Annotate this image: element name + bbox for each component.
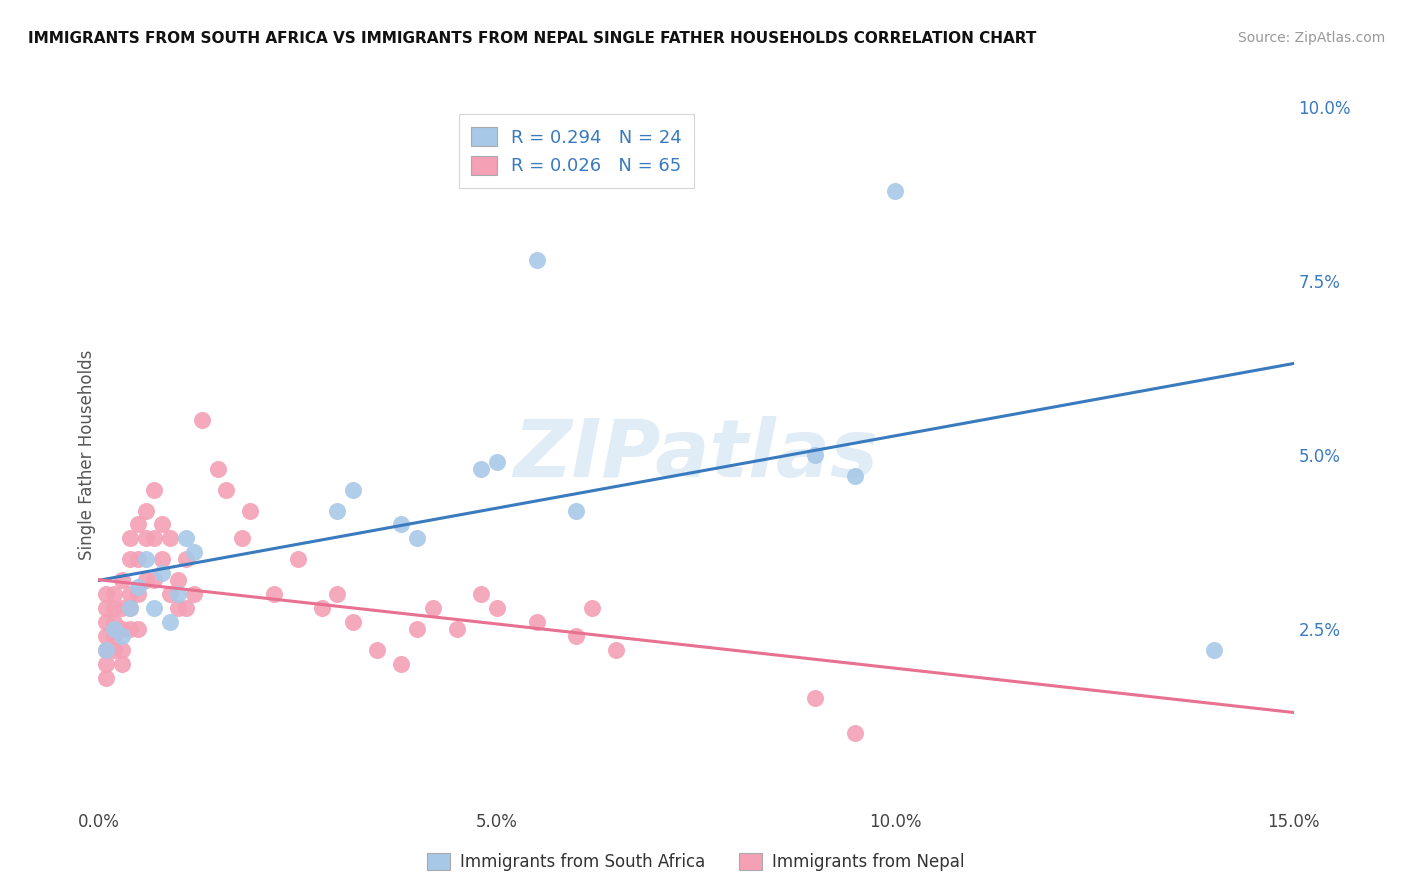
Point bbox=[135, 532, 157, 546]
Point bbox=[263, 587, 285, 601]
Point bbox=[446, 622, 468, 636]
Point bbox=[143, 573, 166, 587]
Point bbox=[159, 532, 181, 546]
Point bbox=[135, 573, 157, 587]
Point bbox=[96, 657, 118, 671]
Point bbox=[422, 601, 444, 615]
Point bbox=[127, 622, 149, 636]
Point bbox=[96, 615, 118, 629]
Point bbox=[103, 622, 125, 636]
Point bbox=[191, 413, 214, 427]
Point bbox=[605, 642, 627, 657]
Point bbox=[1202, 642, 1225, 657]
Point bbox=[326, 587, 349, 601]
Text: Source: ZipAtlas.com: Source: ZipAtlas.com bbox=[1237, 31, 1385, 45]
Point bbox=[174, 601, 197, 615]
Point bbox=[111, 573, 134, 587]
Point bbox=[526, 253, 548, 268]
Point bbox=[96, 629, 118, 643]
Point bbox=[96, 642, 118, 657]
Point bbox=[150, 517, 173, 532]
Point bbox=[111, 601, 134, 615]
Point bbox=[120, 601, 142, 615]
Point bbox=[120, 587, 142, 601]
Point bbox=[844, 726, 866, 740]
Point bbox=[342, 615, 364, 629]
Point bbox=[389, 657, 412, 671]
Point bbox=[120, 622, 142, 636]
Point bbox=[111, 642, 134, 657]
Point bbox=[143, 532, 166, 546]
Point bbox=[470, 587, 492, 601]
Point bbox=[96, 671, 118, 685]
Point bbox=[239, 503, 262, 517]
Point bbox=[111, 657, 134, 671]
Point bbox=[804, 448, 827, 462]
Point bbox=[103, 622, 125, 636]
Point bbox=[174, 532, 197, 546]
Point bbox=[526, 615, 548, 629]
Point bbox=[406, 622, 429, 636]
Point bbox=[389, 517, 412, 532]
Point bbox=[127, 587, 149, 601]
Point bbox=[103, 601, 125, 615]
Point bbox=[103, 642, 125, 657]
Point bbox=[111, 622, 134, 636]
Point bbox=[103, 615, 125, 629]
Point bbox=[884, 184, 907, 198]
Point bbox=[485, 601, 508, 615]
Point bbox=[485, 455, 508, 469]
Point bbox=[96, 601, 118, 615]
Point bbox=[120, 552, 142, 566]
Point bbox=[581, 601, 603, 615]
Point bbox=[167, 587, 190, 601]
Text: ZIPatlas: ZIPatlas bbox=[513, 416, 879, 494]
Point bbox=[143, 601, 166, 615]
Y-axis label: Single Father Households: Single Father Households bbox=[79, 350, 96, 560]
Point bbox=[103, 629, 125, 643]
Point bbox=[120, 601, 142, 615]
Legend: Immigrants from South Africa, Immigrants from Nepal: Immigrants from South Africa, Immigrants… bbox=[420, 847, 972, 878]
Point bbox=[96, 642, 118, 657]
Point bbox=[207, 462, 229, 476]
Point bbox=[150, 566, 173, 581]
Point bbox=[120, 532, 142, 546]
Point bbox=[159, 587, 181, 601]
Point bbox=[406, 532, 429, 546]
Point bbox=[183, 545, 205, 559]
Point bbox=[167, 601, 190, 615]
Point bbox=[167, 573, 190, 587]
Point bbox=[127, 552, 149, 566]
Point bbox=[159, 615, 181, 629]
Point bbox=[150, 552, 173, 566]
Point bbox=[844, 468, 866, 483]
Point bbox=[231, 532, 253, 546]
Point bbox=[127, 580, 149, 594]
Point bbox=[127, 517, 149, 532]
Point bbox=[311, 601, 333, 615]
Point bbox=[565, 629, 588, 643]
Point bbox=[287, 552, 309, 566]
Point bbox=[96, 587, 118, 601]
Point bbox=[215, 483, 238, 497]
Point bbox=[111, 629, 134, 643]
Point bbox=[342, 483, 364, 497]
Point bbox=[565, 503, 588, 517]
Point bbox=[804, 691, 827, 706]
Point bbox=[183, 587, 205, 601]
Point bbox=[470, 462, 492, 476]
Point bbox=[366, 642, 388, 657]
Point bbox=[135, 552, 157, 566]
Point bbox=[103, 587, 125, 601]
Point bbox=[143, 483, 166, 497]
Point bbox=[174, 552, 197, 566]
Text: IMMIGRANTS FROM SOUTH AFRICA VS IMMIGRANTS FROM NEPAL SINGLE FATHER HOUSEHOLDS C: IMMIGRANTS FROM SOUTH AFRICA VS IMMIGRAN… bbox=[28, 31, 1036, 46]
Point bbox=[326, 503, 349, 517]
Point bbox=[135, 503, 157, 517]
